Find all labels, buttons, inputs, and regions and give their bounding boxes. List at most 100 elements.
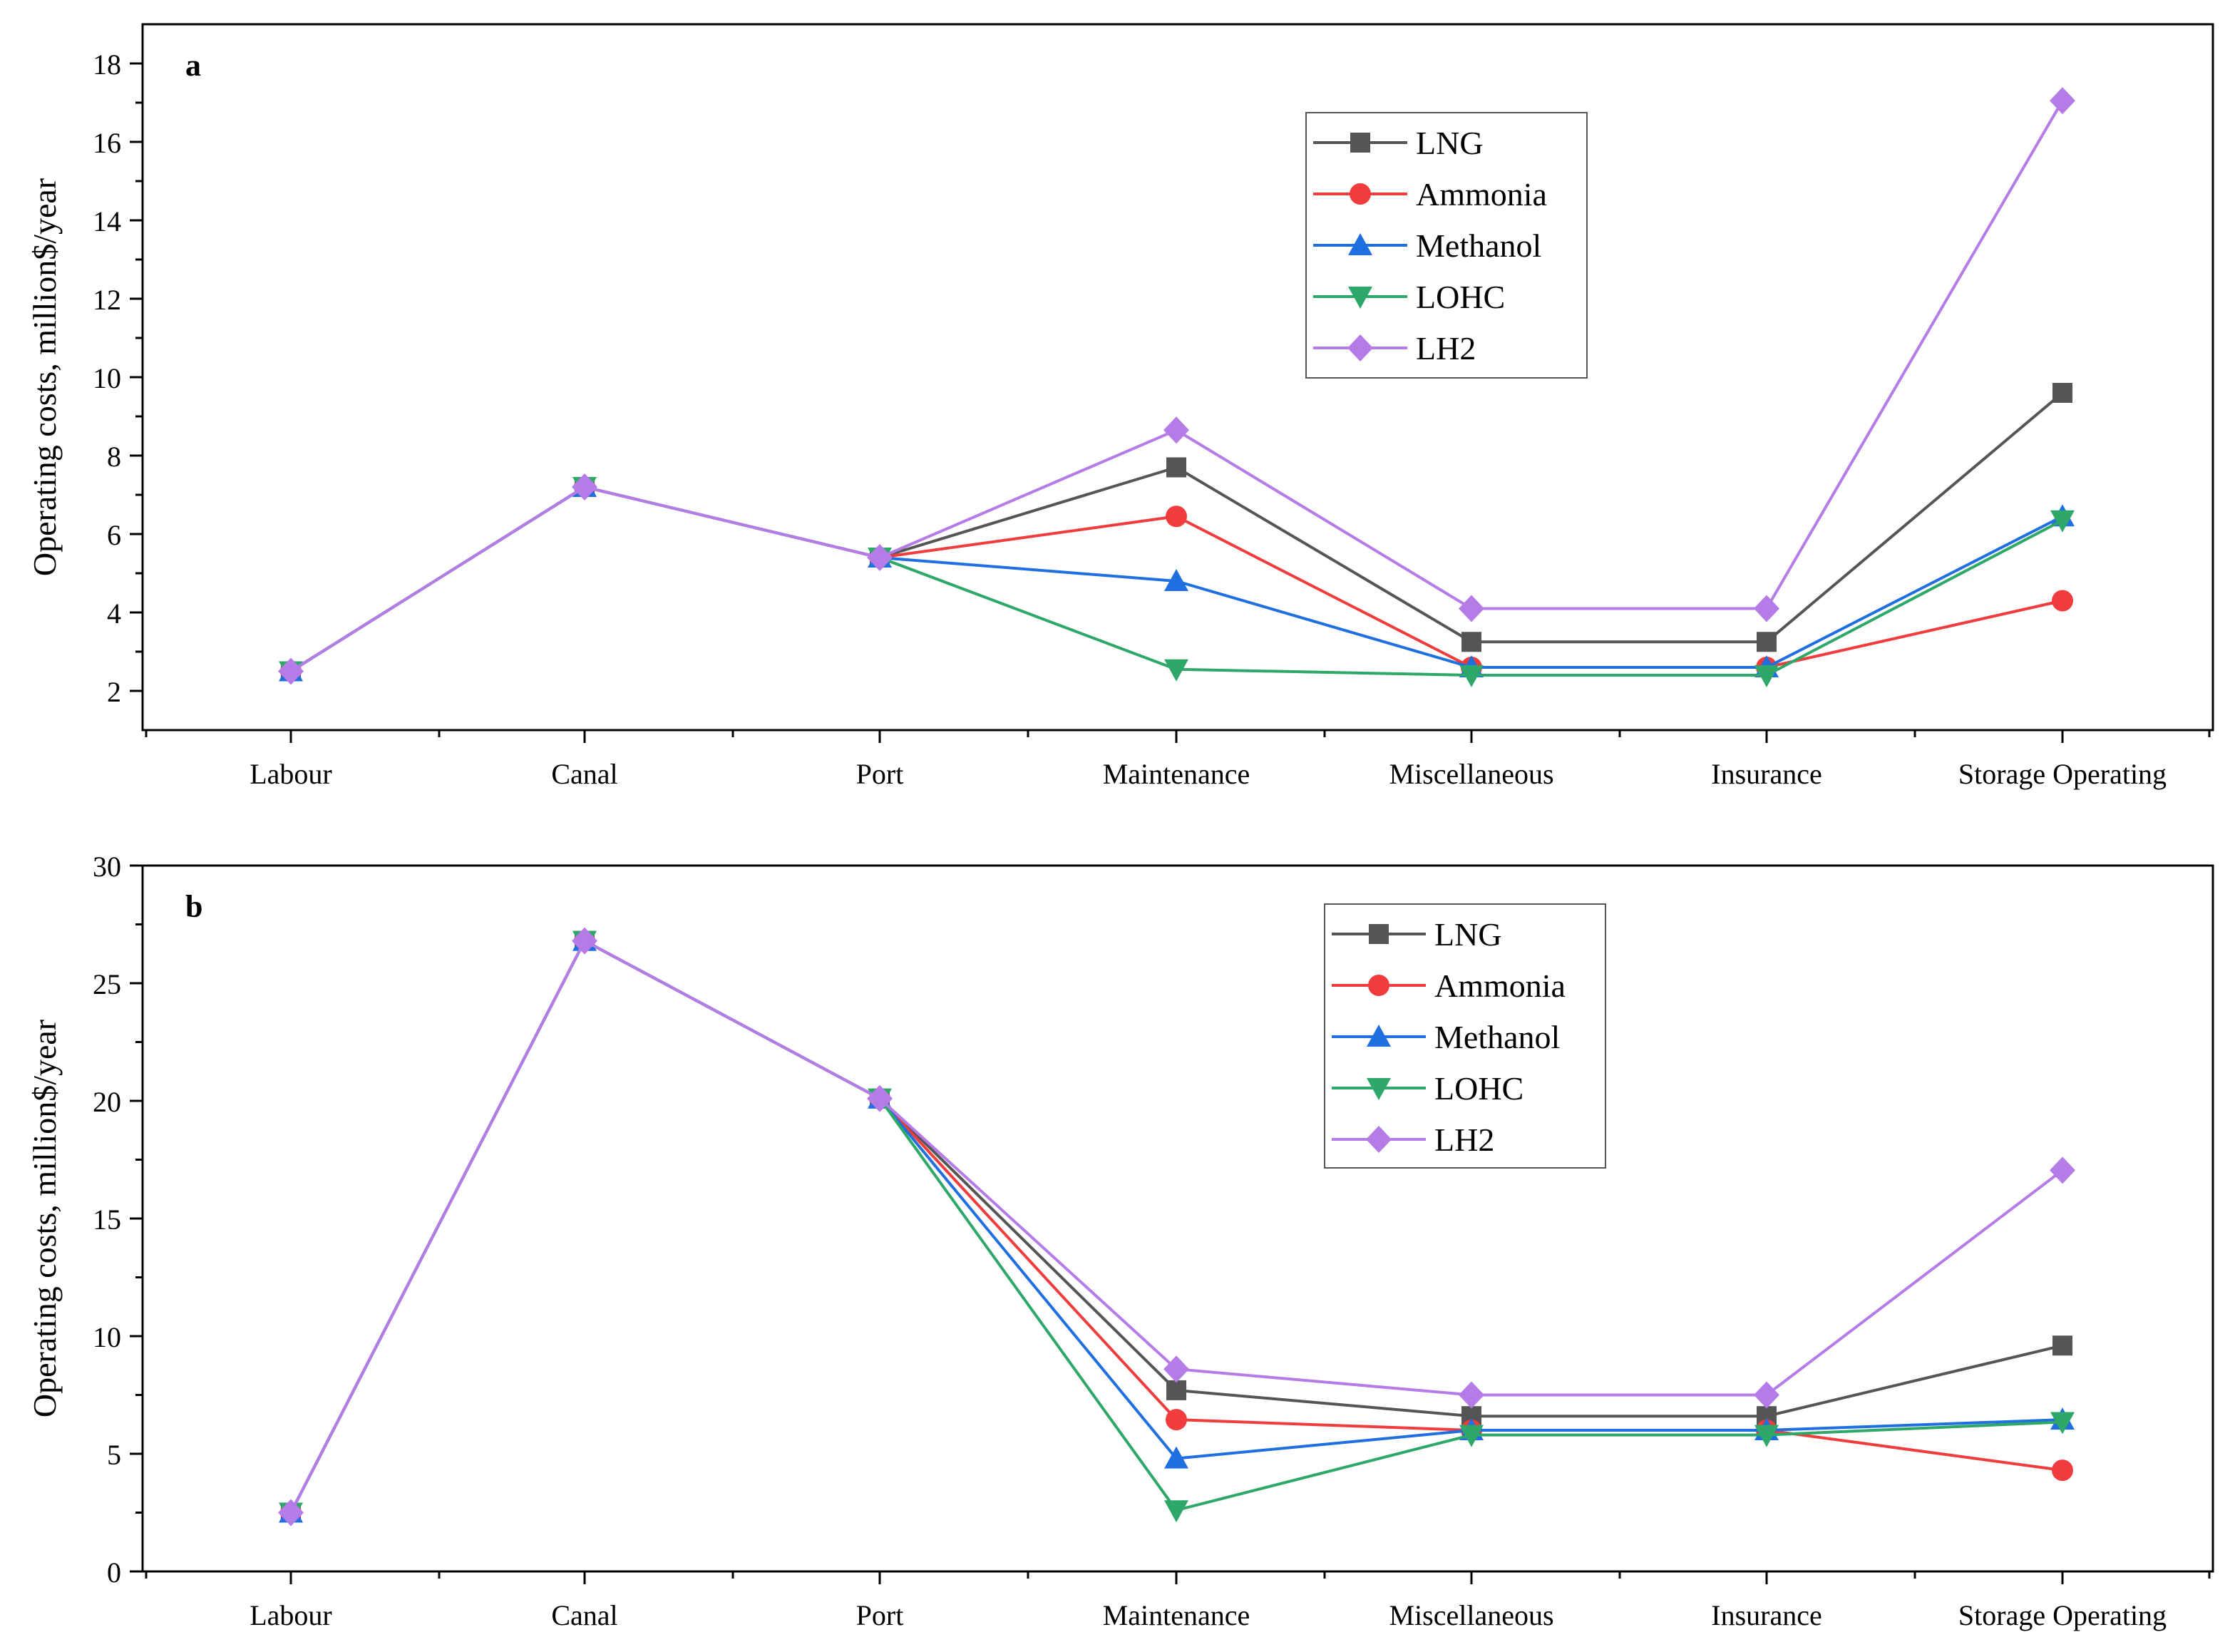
x-tick-label: Storage Operating [1958, 758, 2167, 790]
legend-item: LNG [1313, 125, 1484, 161]
y-axis-title: Operating costs, million$/year [26, 178, 63, 576]
legend-item: Ammonia [1313, 176, 1547, 212]
legend-marker [1348, 287, 1372, 309]
legend-label: LOHC [1416, 279, 1505, 315]
y-tick-label: 4 [107, 597, 121, 630]
data-point-lh2 [2050, 1156, 2075, 1184]
data-point-lng [2052, 1335, 2072, 1356]
series-lh2 [278, 87, 2075, 685]
y-tick-label: 18 [93, 48, 121, 81]
data-point-lh2 [1459, 595, 1484, 622]
legend-marker [1368, 975, 1389, 996]
y-tick-label: 2 [107, 676, 121, 708]
y-tick-label: 14 [93, 205, 121, 237]
series-lh2 [278, 927, 2075, 1527]
data-point-ammonia [2052, 1459, 2073, 1482]
x-tick-label: Port [856, 758, 904, 790]
y-tick-label: 12 [93, 284, 121, 316]
data-point-lng [1757, 632, 1777, 652]
data-point-lh2 [1459, 1381, 1484, 1409]
legend-item: LH2 [1332, 1122, 1494, 1158]
panel-label: b [185, 889, 202, 924]
x-tick-label: Labour [250, 758, 332, 790]
y-tick-label: 15 [93, 1204, 121, 1236]
legend-label: Methanol [1434, 1019, 1560, 1055]
data-point-lh2 [2050, 87, 2075, 115]
data-point-lng [1166, 457, 1186, 478]
legend: LNG Ammonia Methanol LOHC LH2 [1324, 903, 1606, 1169]
y-tick-label: 25 [93, 968, 121, 1000]
data-point-lng [2052, 383, 2072, 403]
x-tick-label: Maintenance [1103, 1599, 1250, 1631]
x-tick-label: Insurance [1711, 1599, 1821, 1631]
legend-item: LNG [1332, 916, 1502, 953]
legend-marker [1367, 1025, 1391, 1047]
x-tick-label: Labour [250, 1599, 332, 1631]
x-tick-label: Canal [551, 758, 617, 790]
legend-item: LOHC [1332, 1070, 1524, 1107]
legend-marker [1366, 1126, 1392, 1153]
data-point-lh2 [1163, 416, 1189, 444]
data-point-lohc [2050, 1412, 2075, 1435]
data-point-lh2 [867, 1084, 893, 1112]
legend-marker [1367, 1078, 1391, 1100]
legend-marker [1347, 334, 1373, 361]
legend-label: Ammonia [1416, 176, 1547, 212]
x-tick-label: Insurance [1711, 758, 1821, 790]
data-point-ammonia [2052, 590, 2073, 612]
y-tick-label: 16 [93, 127, 121, 159]
data-point-lh2 [572, 473, 597, 501]
data-point-lohc [1754, 665, 1779, 687]
y-tick-label: 5 [107, 1439, 121, 1471]
y-tick-label: 10 [93, 1321, 121, 1353]
legend-item: Methanol [1332, 1019, 1560, 1055]
data-point-lohc [1164, 1500, 1188, 1523]
chart-panel-b: b 0 5 10 15 20 25 30 Labour Canal Port Maintenance M… [26, 851, 2214, 1631]
y-tick-label: 10 [93, 362, 121, 394]
panel-label: a [185, 48, 201, 83]
data-point-methanol [1164, 1446, 1188, 1469]
legend-label: LOHC [1434, 1070, 1524, 1107]
y-tick-label: 6 [107, 519, 121, 551]
legend-label: Ammonia [1434, 968, 1566, 1004]
x-tick-label: Maintenance [1103, 758, 1250, 790]
x-tick-label: Miscellaneous [1389, 1599, 1553, 1631]
legend-marker [1350, 133, 1370, 153]
x-tick-label: Miscellaneous [1389, 758, 1553, 790]
y-tick-label: 0 [107, 1556, 121, 1589]
y-tick-label: 8 [107, 441, 121, 473]
data-point-lohc [1459, 1425, 1484, 1447]
legend-marker [1348, 233, 1372, 255]
data-point-lh2 [278, 1499, 304, 1527]
legend-label: LH2 [1416, 330, 1476, 366]
chart-panel-a: a 2 4 6 8 10 12 14 16 18 Labour Canal Port Maintenanc… [26, 23, 2214, 790]
data-point-lohc [1164, 659, 1188, 682]
y-tick-label: 20 [93, 1086, 121, 1118]
x-tick-label: Port [856, 1599, 904, 1631]
data-point-lng [1166, 1380, 1186, 1400]
data-point-lh2 [1754, 595, 1779, 622]
x-tick-label: Canal [551, 1599, 617, 1631]
data-point-lh2 [1754, 1381, 1779, 1409]
legend-item: Ammonia [1332, 968, 1566, 1004]
x-tick-label: Storage Operating [1958, 1599, 2167, 1631]
data-point-lohc [1754, 1425, 1779, 1447]
legend-label: LNG [1416, 125, 1484, 161]
legend-marker [1350, 183, 1371, 205]
legend: LNG Ammonia Methanol LOHC LH2 [1305, 112, 1588, 379]
data-point-lh2 [278, 657, 304, 685]
data-point-lohc [1459, 665, 1484, 687]
data-point-ammonia [1166, 1409, 1187, 1431]
data-point-lng [1461, 632, 1481, 652]
legend-marker [1369, 924, 1389, 944]
data-point-lh2 [867, 544, 893, 571]
y-tick-label: 30 [93, 851, 121, 883]
legend-label: LH2 [1434, 1122, 1494, 1158]
legend-item: LH2 [1313, 330, 1476, 366]
y-axis-title: Operating costs, million$/year [26, 1020, 63, 1417]
legend-label: LNG [1434, 916, 1502, 953]
legend-item: LOHC [1313, 279, 1505, 315]
legend-label: Methanol [1416, 227, 1541, 264]
data-point-lh2 [572, 927, 597, 955]
